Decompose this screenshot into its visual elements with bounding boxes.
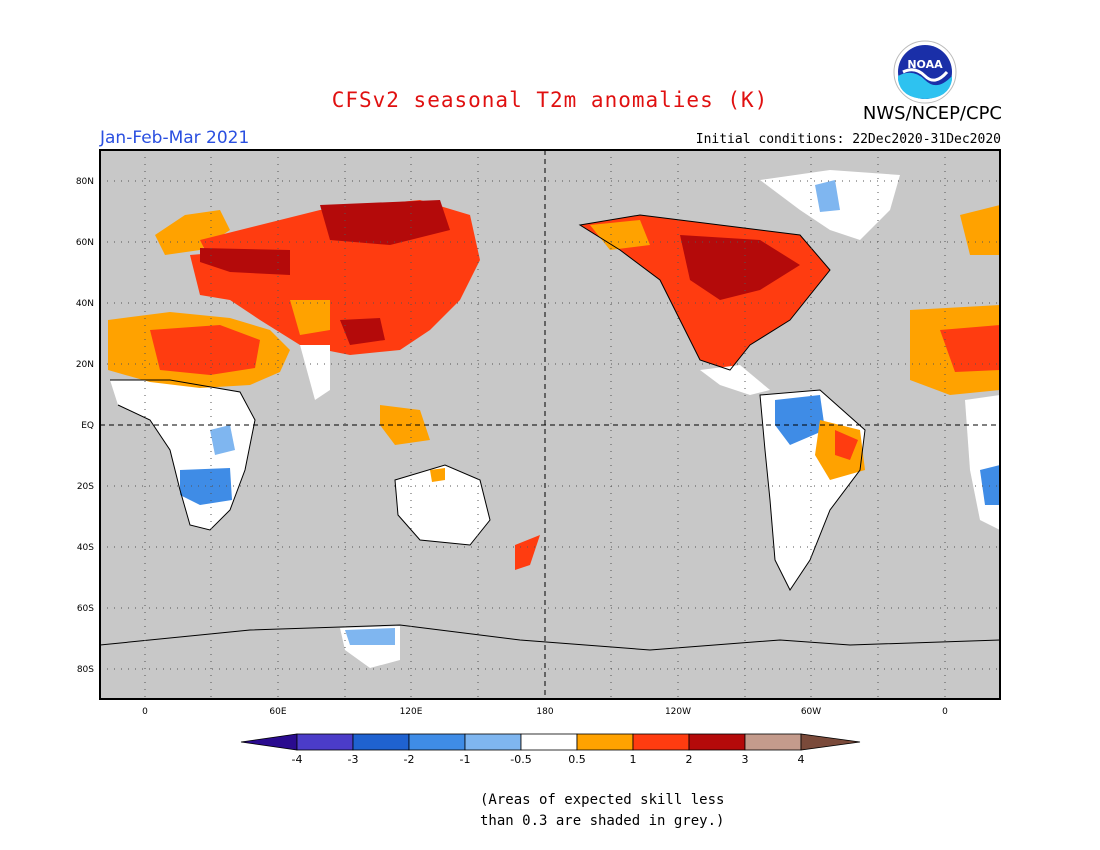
anomaly-region — [200, 200, 480, 355]
anomaly-region — [110, 380, 255, 530]
color-swatch — [688, 733, 746, 751]
lat-label-60s: 60S — [77, 604, 94, 614]
anomaly-region — [960, 205, 1000, 255]
anomaly-region — [108, 312, 290, 388]
anomaly-region — [180, 468, 232, 505]
lat-label-eq: EQ — [81, 421, 94, 431]
lat-label-60n: 60N — [76, 238, 94, 248]
initial-conditions-label: Initial conditions: 22Dec2020-31Dec2020 — [695, 132, 1001, 147]
logo-text: NOAA — [907, 58, 943, 71]
legend-label-2: 2 — [686, 753, 693, 766]
legend-label-neg1: -1 — [460, 753, 471, 766]
legend-label-neg05: -0.5 — [510, 753, 531, 766]
anomaly-region — [515, 535, 540, 570]
legend-label-neg4: -4 — [292, 753, 303, 766]
lon-label-60w: 60W — [801, 707, 821, 717]
legend-label-4: 4 — [798, 753, 805, 766]
anomaly-region — [200, 248, 290, 275]
map-background — [100, 150, 1000, 699]
color-swatch — [744, 733, 802, 751]
color-swatch — [240, 733, 298, 751]
color-swatch — [632, 733, 690, 751]
lon-label-0: 0 — [142, 707, 148, 717]
anomaly-region — [340, 318, 385, 345]
anomaly-region — [190, 250, 260, 300]
anomaly-region — [760, 170, 900, 240]
anomaly-region — [965, 395, 1000, 530]
anomaly-region — [210, 425, 235, 455]
color-bar-labels: -4 -3 -2 -1 -0.5 0.5 1 2 3 4 — [292, 753, 805, 766]
anomaly-region — [700, 365, 770, 395]
lon-label-120e: 120E — [400, 707, 423, 717]
color-swatch — [296, 733, 354, 751]
anomaly-region — [910, 305, 1000, 395]
coastline — [110, 379, 256, 531]
anomaly-region — [155, 210, 230, 255]
anomaly-region — [100, 625, 1000, 699]
anomaly-region — [395, 465, 490, 545]
coastline — [578, 214, 831, 371]
chart-title: CFSv2 seasonal T2m anomalies (K) — [331, 88, 769, 112]
season-label: Jan-Feb-Mar 2021 — [100, 128, 250, 148]
anomaly-region — [580, 215, 830, 370]
legend-label-1: 1 — [630, 753, 637, 766]
lon-label-120w: 120W — [665, 707, 691, 717]
anomaly-region — [290, 300, 330, 335]
map-features — [99, 170, 1001, 699]
latitude-labels: 80N 60N 40N 20N EQ 20S 40S 60S 80S — [76, 177, 94, 675]
anomaly-region — [980, 465, 1000, 505]
anomaly-region — [940, 325, 1000, 372]
anomaly-region — [320, 200, 450, 245]
color-swatch — [352, 733, 410, 751]
legend-label-3: 3 — [742, 753, 749, 766]
color-bar — [240, 733, 861, 751]
anomaly-region — [815, 420, 865, 480]
longitude-labels: 0 60E 120E 180 120W 60W 0 — [142, 707, 948, 717]
anomaly-region — [815, 180, 840, 212]
anomaly-region — [380, 405, 430, 445]
anomaly-region — [760, 390, 865, 590]
coastline — [394, 464, 491, 546]
lat-label-80s: 80S — [77, 665, 94, 675]
lon-label-60e: 60E — [269, 707, 286, 717]
map-frame — [99, 149, 1001, 700]
skill-note: (Areas of expected skill less than 0.3 a… — [480, 790, 724, 832]
anomaly-region — [835, 430, 858, 460]
anomaly-region — [345, 628, 395, 645]
anomaly-region — [430, 468, 445, 482]
lat-label-20s: 20S — [77, 482, 94, 492]
anomaly-region — [300, 345, 330, 400]
coastline — [99, 624, 1001, 651]
noaa-logo: NOAA — [893, 40, 957, 104]
anomaly-region — [590, 220, 650, 250]
color-swatch — [800, 733, 861, 751]
legend-label-neg3: -3 — [348, 753, 359, 766]
anomaly-region — [775, 395, 825, 445]
lon-label-180: 180 — [536, 707, 553, 717]
skill-note-line-1: (Areas of expected skill less — [480, 792, 725, 808]
lon-label-0-east: 0 — [942, 707, 948, 717]
anomaly-region — [680, 235, 800, 300]
lat-label-20n: 20N — [76, 360, 94, 370]
anomaly-region — [150, 325, 260, 375]
color-swatch — [408, 733, 466, 751]
gridlines — [100, 150, 1000, 699]
organization-label: NWS/NCEP/CPC — [862, 103, 1002, 124]
coastline — [759, 389, 866, 591]
lat-label-40n: 40N — [76, 299, 94, 309]
skill-note-line-2: than 0.3 are shaded in grey.) — [480, 813, 725, 829]
color-swatch — [464, 733, 522, 751]
lat-label-40s: 40S — [77, 543, 94, 553]
anomaly-region — [340, 626, 400, 668]
legend-label-05: 0.5 — [568, 753, 586, 766]
legend-label-neg2: -2 — [404, 753, 415, 766]
lat-label-80n: 80N — [76, 177, 94, 187]
color-swatch — [520, 733, 578, 751]
color-swatch — [576, 733, 634, 751]
